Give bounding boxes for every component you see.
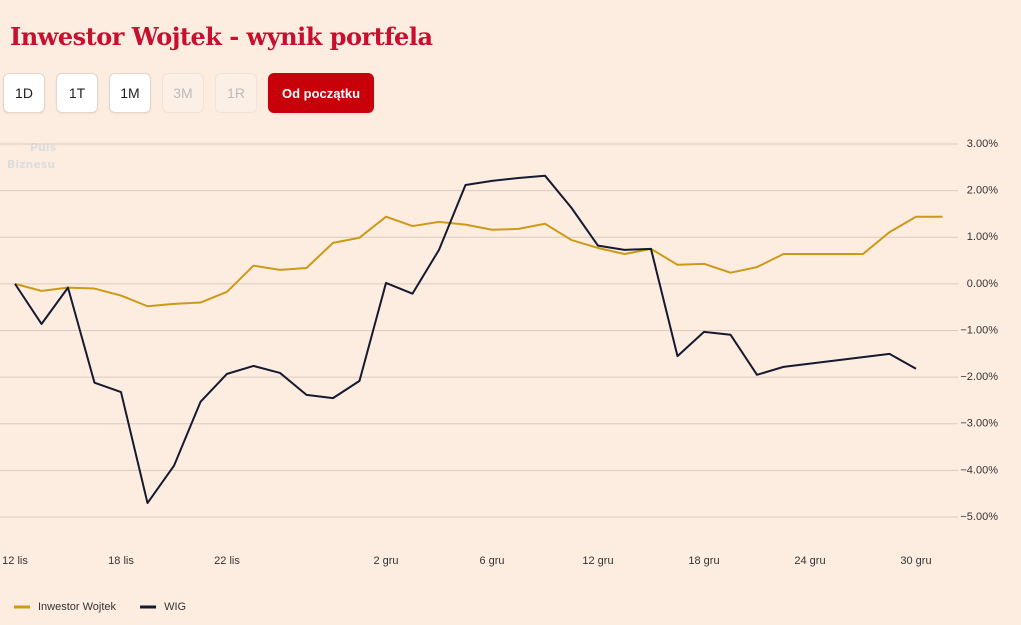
legend-label: Inwestor Wojtek: [38, 601, 117, 613]
y-tick-label: −3.00%: [960, 418, 998, 430]
x-tick-label: 22 lis: [214, 555, 240, 567]
x-tick-label: 12 lis: [2, 555, 28, 567]
y-tick-label: −1.00%: [960, 324, 998, 336]
x-tick-label: 18 gru: [688, 555, 719, 567]
y-tick-label: 1.00%: [967, 231, 998, 243]
x-tick-label: 24 gru: [794, 555, 825, 567]
x-tick-label: 18 lis: [108, 555, 134, 567]
legend-label: WIG: [164, 601, 186, 613]
range-button[interactable]: 1T: [56, 73, 98, 113]
range-button: 3M: [162, 73, 204, 113]
y-tick-label: −5.00%: [960, 511, 998, 523]
range-button: 1R: [215, 73, 257, 113]
y-tick-label: 2.00%: [967, 185, 998, 197]
range-button[interactable]: 1M: [109, 73, 151, 113]
x-tick-label: 2 gru: [373, 555, 398, 567]
x-tick-label: 12 gru: [582, 555, 613, 567]
range-button[interactable]: Od początku: [268, 73, 375, 113]
watermark: Biznesu: [7, 158, 55, 171]
y-tick-label: −2.00%: [960, 371, 998, 383]
x-tick-label: 30 gru: [900, 555, 931, 567]
line-series: [14, 174, 917, 505]
chart-title: Inwestor Wojtek - wynik portfela: [10, 22, 433, 51]
y-tick-label: 3.00%: [967, 138, 998, 150]
line-series: [14, 215, 943, 308]
watermark: Puls: [30, 141, 57, 154]
y-tick-label: −4.00%: [960, 464, 998, 476]
range-button[interactable]: 1D: [3, 73, 45, 113]
range-buttons: 1D 1T 1M 3M 1R Od początku: [3, 73, 375, 113]
y-tick-label: 0.00%: [967, 278, 998, 290]
x-tick-label: 6 gru: [479, 555, 504, 567]
